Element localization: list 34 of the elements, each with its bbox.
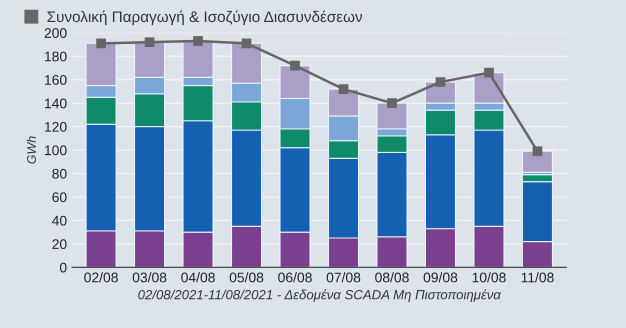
point	[387, 98, 397, 108]
y-tick-label: 140	[45, 98, 67, 108]
point	[144, 37, 154, 48]
x-tick-label: 04/08	[181, 272, 215, 282]
point	[96, 38, 106, 48]
point	[532, 146, 542, 156]
point	[242, 38, 252, 48]
y-tick-label: 120	[45, 122, 67, 132]
x-tick-label: 03/08	[132, 272, 166, 282]
point	[436, 77, 446, 87]
y-tick-label: 160	[45, 75, 67, 85]
point	[338, 84, 348, 94]
x-tick-label: 07/08	[326, 272, 360, 282]
x-tick-label: 02/08	[84, 272, 118, 282]
y-axis-title: GWh	[26, 136, 36, 164]
y-tick-label: 80	[52, 168, 67, 179]
y-tick-label: 40	[52, 216, 67, 226]
x-tick-label: 06/08	[278, 272, 312, 282]
x-axis-title: 02/08/2021-11/08/2021 - Δεδομένα SCADA Μη Πιστοποιημένα	[138, 289, 502, 302]
x-tick-label: 11/08	[522, 272, 554, 282]
y-tick-label: 20	[52, 239, 67, 250]
y-tick-label: 100	[45, 145, 67, 156]
y-tick-label: 180	[45, 52, 67, 62]
x-tick-label: 09/08	[424, 272, 458, 282]
point	[484, 68, 494, 78]
y-tick-label: 200	[44, 28, 67, 38]
x-tick-label: 10/08	[472, 272, 506, 282]
point	[193, 36, 203, 46]
legend-label: Συνολική Παραγωγή & Ισοζύγιο Διασυνδέσεων	[47, 10, 362, 26]
y-tick-label: 60	[52, 192, 67, 202]
x-tick-label: 08/08	[375, 272, 409, 282]
y-tick-label: 0	[60, 262, 67, 272]
point	[290, 60, 300, 70]
x-tick-label: 05/08	[230, 272, 264, 282]
